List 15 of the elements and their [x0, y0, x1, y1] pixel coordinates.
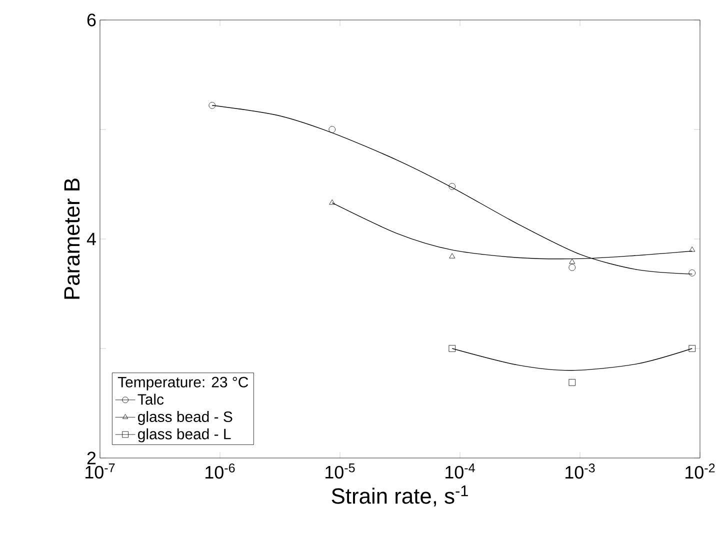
- legend-label: Talc: [138, 394, 164, 405]
- y-tick-label: 6: [87, 14, 96, 26]
- x-tick-label: 10$^{-5}$: [326, 464, 355, 479]
- x-tick-label: 10$^{-7}$: [86, 464, 115, 479]
- legend-label: glass bead - L: [138, 428, 231, 442]
- legend-title: Temperature: 23 °C: [118, 376, 248, 390]
- x-tick-label: 10$^{-2}$: [686, 464, 715, 479]
- x-tick-label: 10$^{-3}$: [566, 464, 595, 479]
- y-tick-label: 2: [87, 452, 96, 464]
- y-tick-label: 4: [86, 232, 96, 246]
- x-tick-label: 10$^{-6}$: [206, 464, 235, 479]
- legend-label: glass bead - S: [138, 411, 232, 425]
- x-tick-label: 10$^{-4}$: [446, 464, 475, 479]
- y-axis-title: Parameter B: [64, 178, 80, 299]
- x-axis-title: Strain rate, s$^{-1}$: [332, 486, 468, 506]
